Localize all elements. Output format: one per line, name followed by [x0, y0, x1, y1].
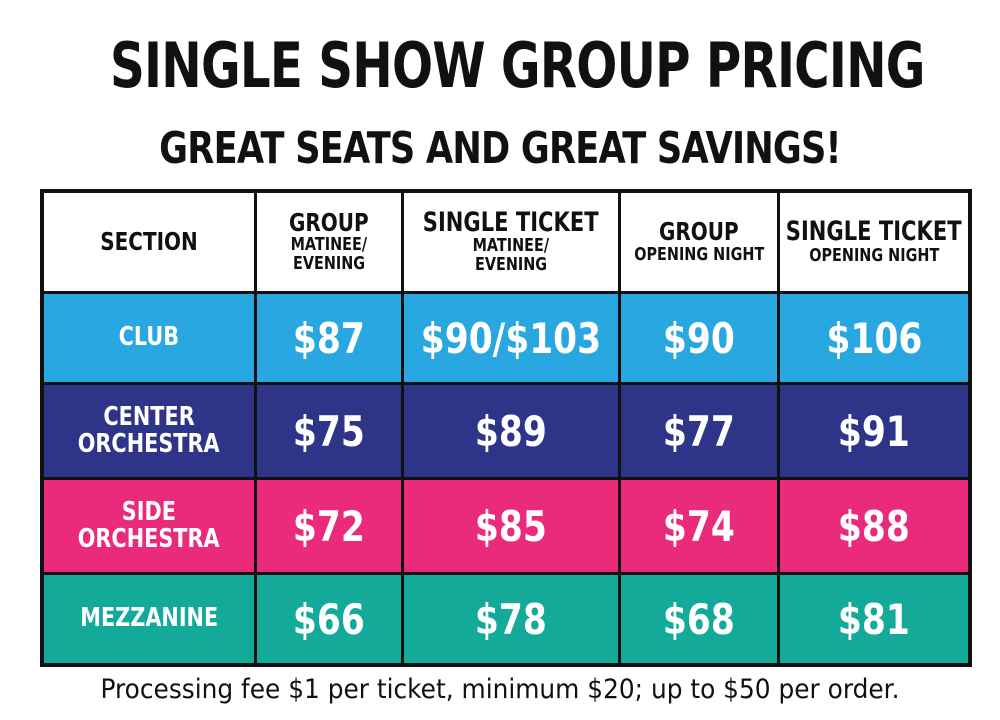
- pricing-table: SECTION GROUP MATINEE/ EVENING SINGLE TI…: [40, 189, 972, 667]
- page-subtitle: GREAT SEATS AND GREAT SAVINGS!: [159, 123, 841, 174]
- row-side-orchestra-single-matinee-price: $85: [404, 480, 618, 572]
- page-title: SINGLE SHOW GROUP PRICING: [110, 29, 925, 102]
- row-mezzanine-group-opening-price: $68: [621, 575, 777, 663]
- header-single-matinee: SINGLE TICKET MATINEE/ EVENING: [404, 193, 618, 291]
- row-mezzanine-section: MEZZANINE: [44, 575, 254, 663]
- header-group-opening-sub1: OPENING NIGHT: [633, 243, 765, 265]
- price-value: $74: [663, 501, 735, 551]
- row-center-orchestra-single-matinee-price: $89: [404, 385, 618, 477]
- processing-fee-note: Processing fee $1 per ticket, minimum $2…: [100, 674, 900, 705]
- row-mezzanine-group-matinee-price: $66: [257, 575, 401, 663]
- header-section: SECTION: [44, 193, 254, 291]
- price-value: $89: [475, 406, 547, 456]
- header-single-matinee-sub2: EVENING: [474, 254, 548, 276]
- price-value: $78: [475, 594, 547, 644]
- row-club-group-matinee-price: $87: [257, 294, 401, 382]
- row-side-orchestra-single-opening-price: $88: [780, 480, 968, 572]
- header-group-matinee-sub1: MATINEE/: [290, 234, 368, 256]
- row-mezzanine-section-label: MEZZANINE: [80, 603, 218, 634]
- price-value: $90/$103: [420, 313, 602, 363]
- header-group-opening-label: GROUP: [659, 217, 739, 247]
- price-value: $88: [838, 501, 910, 551]
- row-club-section: CLUB: [44, 294, 254, 382]
- header-group-matinee-sub2: EVENING: [292, 253, 366, 275]
- row-side-orchestra-group-opening-price: $74: [621, 480, 777, 572]
- row-club-single-opening-price: $106: [780, 294, 968, 382]
- row-side-orchestra-label-2: ORCHESTRA: [78, 524, 220, 554]
- row-side-orchestra-label-1: SIDE: [121, 496, 177, 527]
- row-center-orchestra-single-opening-price: $91: [780, 385, 968, 477]
- header-single-opening: SINGLE TICKET OPENING NIGHT: [780, 193, 968, 291]
- header-group-matinee: GROUP MATINEE/ EVENING: [257, 193, 401, 291]
- header-group-opening: GROUP OPENING NIGHT: [621, 193, 777, 291]
- row-side-orchestra-group-matinee-price: $72: [257, 480, 401, 572]
- header-section-label: SECTION: [100, 226, 198, 256]
- row-club-group-opening-price: $90: [621, 294, 777, 382]
- row-club-single-matinee-price: $90/$103: [404, 294, 618, 382]
- header-single-opening-label: SINGLE TICKET: [786, 216, 962, 248]
- price-value: $66: [293, 594, 365, 644]
- header-single-matinee-label: SINGLE TICKET: [423, 206, 599, 238]
- row-center-orchestra-group-matinee-price: $75: [257, 385, 401, 477]
- price-value: $77: [663, 406, 735, 456]
- price-value: $72: [293, 501, 365, 551]
- price-value: $91: [838, 406, 910, 456]
- row-side-orchestra-section: SIDE ORCHESTRA: [44, 480, 254, 572]
- header-group-matinee-label: GROUP: [289, 207, 369, 237]
- price-value: $81: [838, 594, 910, 644]
- header-single-matinee-sub1: MATINEE/: [472, 235, 550, 257]
- row-center-orchestra-section: CENTER ORCHESTRA: [44, 385, 254, 477]
- row-center-orchestra-group-opening-price: $77: [621, 385, 777, 477]
- price-value: $75: [293, 406, 365, 456]
- row-club-section-label: CLUB: [118, 322, 180, 353]
- row-mezzanine-single-matinee-price: $78: [404, 575, 618, 663]
- row-mezzanine-single-opening-price: $81: [780, 575, 968, 663]
- price-value: $87: [293, 313, 365, 363]
- pricing-grid: SECTION GROUP MATINEE/ EVENING SINGLE TI…: [44, 193, 968, 663]
- price-value: $85: [475, 501, 547, 551]
- row-center-orchestra-label-1: CENTER: [103, 401, 195, 432]
- price-value: $106: [826, 313, 922, 363]
- price-value: $68: [663, 594, 735, 644]
- price-value: $90: [663, 313, 735, 363]
- row-center-orchestra-label-2: ORCHESTRA: [78, 429, 220, 459]
- header-single-opening-sub1: OPENING NIGHT: [808, 244, 940, 266]
